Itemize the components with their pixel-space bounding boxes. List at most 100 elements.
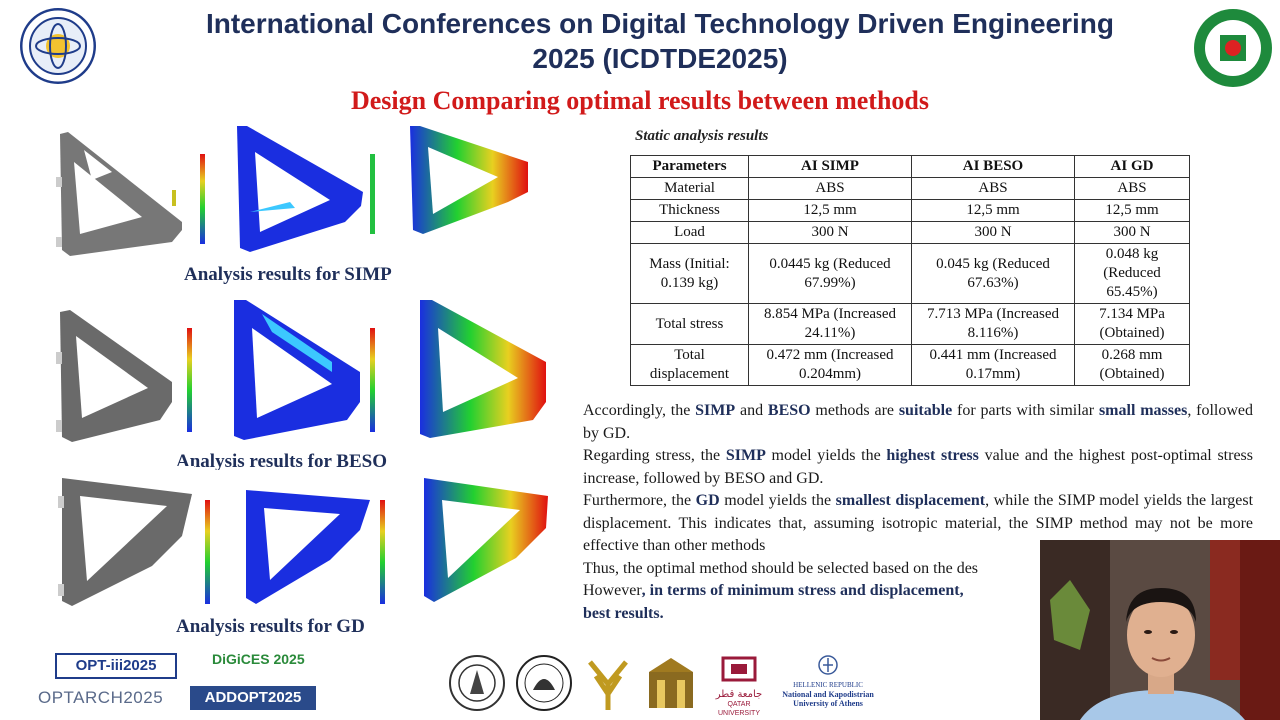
cell-simp: 8.854 MPa (Increased 24.11%) — [748, 303, 912, 345]
simp-displacement-image — [368, 122, 533, 257]
header-simp: AI SIMP — [748, 155, 912, 178]
cell-gd: 12,5 mm — [1074, 199, 1190, 222]
seal-logo-3 — [582, 654, 634, 712]
cell-beso: 0.441 mm (Increased 0.17mm) — [911, 344, 1075, 386]
cell-param: Mass (Initial: 0.139 kg) — [630, 243, 749, 304]
cell-simp: 0.472 mm (Increased 0.204mm) — [748, 344, 912, 386]
paragraph-2: Regarding stress, the SIMP model yields … — [583, 445, 1253, 490]
cell-simp: 300 N — [748, 221, 912, 244]
cell-gd: 0.268 mm (Obtained) — [1074, 344, 1190, 386]
paragraph-3: Furthermore, the GD model yields the sma… — [583, 490, 1253, 558]
text-span: Regarding stress, the — [583, 447, 726, 464]
opt-logo-text: OPT-iii2025 — [75, 657, 157, 674]
cell-beso: 12,5 mm — [911, 199, 1075, 222]
paragraph-1: Accordingly, the SIMP and BESO methods a… — [583, 400, 1253, 445]
addopt-logo: ADDOPT2025 — [190, 686, 316, 710]
text-span: , while the SIMP model yields the larges… — [583, 492, 1254, 554]
hellenic-line-3: University of Athens — [793, 699, 863, 708]
header-gd: AI GD — [1074, 155, 1190, 178]
cell-param: Thickness — [630, 199, 749, 222]
text-bold: GD — [695, 492, 720, 509]
header-beso: AI BESO — [911, 155, 1075, 178]
gd-displacement-image — [378, 470, 556, 608]
paragraph-4: Thus, the optimal method should be selec… — [583, 558, 1253, 581]
title-line-1: International Conferences on Digital Tec… — [205, 8, 1115, 39]
cell-simp: ABS — [748, 177, 912, 200]
page-title: International Conferences on Digital Tec… — [150, 6, 1170, 76]
cell-beso: ABS — [911, 177, 1075, 200]
text-bold: suitable — [898, 402, 953, 419]
text-span: model yields the — [765, 447, 887, 464]
table-title: Static analysis results — [635, 128, 769, 144]
hellenic-logo: HELLENIC REPUBLIC National and Kapodistr… — [780, 654, 876, 712]
university-logo-right — [1192, 8, 1274, 88]
cell-simp: 0.0445 kg (Reduced 67.99%) — [748, 243, 912, 304]
hellenic-line-2: National and Kapodistrian — [782, 690, 874, 699]
cell-beso: 300 N — [911, 221, 1075, 244]
gd-mesh-image — [22, 466, 194, 608]
conclusion-text: Accordingly, the SIMP and BESO methods a… — [583, 400, 1253, 625]
university-logo-left — [20, 8, 96, 84]
table-row: Mass (Initial: 0.139 kg) 0.0445 kg (Redu… — [630, 243, 1190, 304]
text-bold: , in terms of minimum stress and displac… — [641, 582, 964, 599]
cell-param: Total stress — [630, 303, 749, 345]
gd-caption: Analysis results for GD — [176, 616, 365, 637]
qatar-logo-text: QATAR UNIVERSITY — [717, 701, 760, 717]
table-row: Load 300 N 300 N 300 N — [630, 221, 1190, 244]
digices-logo: DiGiCES 2025 — [212, 652, 312, 682]
table-row: Total stress 8.854 MPa (Increased 24.11%… — [630, 303, 1190, 345]
text-bold: small masses — [1098, 402, 1188, 419]
beso-caption: Analysis results for BESO — [176, 451, 387, 472]
beso-mesh-image — [22, 292, 182, 447]
text-bold: smallest displacement — [835, 492, 986, 509]
hellenic-line-1: HELLENIC REPUBLIC — [793, 681, 863, 689]
text-bold: highest stress — [886, 447, 979, 464]
text-span: Thus, the optimal method should be selec… — [583, 559, 979, 577]
cell-beso: 7.713 MPa (Increased 8.116%) — [911, 303, 1075, 345]
text-bold: SIMP — [725, 447, 766, 464]
seal-logo-1 — [448, 654, 506, 712]
cell-gd: ABS — [1074, 177, 1190, 200]
seal-logo-2 — [515, 654, 573, 712]
presenter-video — [1040, 540, 1280, 720]
beso-stress-image — [182, 292, 365, 442]
cell-gd: 7.134 MPa (Obtained) — [1074, 303, 1190, 345]
optarch-logo-text: OPTARCH2025 — [38, 688, 164, 707]
slide-subtitle: Design Comparing optimal results between… — [350, 86, 930, 115]
simp-mesh-image — [22, 122, 190, 260]
table-row: Thickness 12,5 mm 12,5 mm 12,5 mm — [630, 199, 1190, 222]
opt-logo: OPT-iii2025 — [55, 653, 177, 679]
paragraph-5: However, in terms of minimum stress and … — [583, 580, 1253, 625]
title-line-2: 2025 (ICDTDE2025) — [532, 43, 788, 74]
table-header-row: Parameters AI SIMP AI BESO AI GD — [630, 155, 1190, 178]
qatar-logo: جامعة قطر QATAR UNIVERSITY — [706, 654, 772, 717]
simp-stress-image — [195, 122, 365, 257]
text-span: Accordingly, the — [583, 402, 696, 419]
cell-beso: 0.045 kg (Reduced 67.63%) — [911, 243, 1075, 304]
text-span: model yields the — [719, 492, 836, 509]
addopt-logo-text: ADDOPT2025 — [204, 689, 302, 706]
table-row: Total displacement 0.472 mm (Increased 0… — [630, 344, 1190, 386]
text-span: However — [583, 582, 642, 599]
text-bold: best results. — [583, 604, 664, 622]
cell-gd: 300 N — [1074, 221, 1190, 244]
text-span: , followed by GD. — [583, 402, 1254, 442]
text-span: and — [735, 402, 768, 419]
text-span: for parts with similar — [952, 402, 1099, 419]
simp-caption: Analysis results for SIMP — [184, 264, 392, 285]
text-span: Furthermore, the — [583, 492, 696, 509]
digices-logo-text: DiGiCES 2025 — [212, 651, 305, 667]
gd-stress-image — [200, 470, 375, 608]
text-span: value and the highest post-optimal stres… — [583, 447, 1254, 487]
text-span: methods are — [810, 402, 899, 419]
qatar-logo-arabic: جامعة قطر — [715, 689, 763, 700]
cell-gd: 0.048 kg (Reduced 65.45%) — [1074, 243, 1190, 304]
seal-logo-4 — [643, 654, 699, 712]
cell-param: Load — [630, 221, 749, 244]
table-row: Material ABS ABS ABS — [630, 177, 1190, 200]
cell-simp: 12,5 mm — [748, 199, 912, 222]
text-bold: BESO — [767, 402, 811, 419]
beso-displacement-image — [368, 292, 551, 442]
cell-param: Total displacement — [630, 344, 749, 386]
cell-param: Material — [630, 177, 749, 200]
